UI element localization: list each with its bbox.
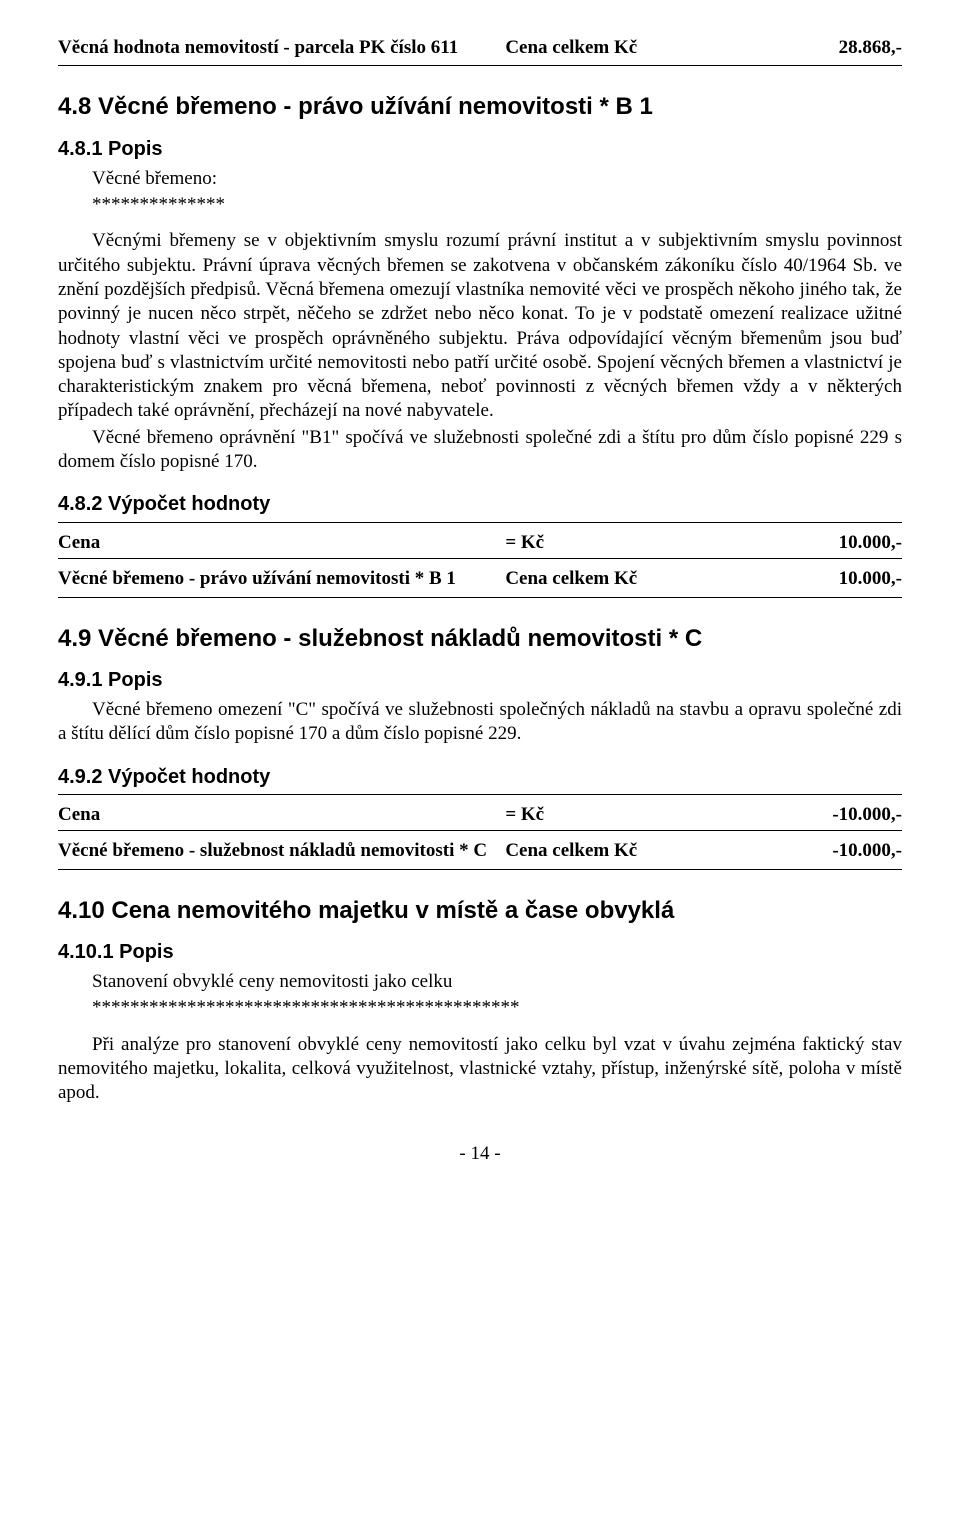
- divider: [58, 65, 902, 66]
- sec49-cena-val: -10.000,-: [733, 803, 902, 827]
- divider: [58, 869, 902, 870]
- sec49-cena-mid: = Kč: [505, 803, 733, 827]
- heading-4-8: 4.8 Věcné břemeno - právo užívání nemovi…: [58, 92, 902, 123]
- sec49-total-label: Věcné břemeno - služebnost nákladů nemov…: [58, 839, 505, 863]
- sec49-total-mid: Cena celkem Kč: [505, 839, 733, 863]
- row-sec49-total: Věcné břemeno - služebnost nákladů nemov…: [58, 839, 902, 863]
- heading-4-8-1: 4.8.1 Popis: [58, 137, 902, 163]
- heading-4-10: 4.10 Cena nemovitého majetku v místě a č…: [58, 896, 902, 927]
- sec49-cena-label: Cena: [58, 803, 505, 827]
- sec47-val: 28.868,-: [733, 36, 902, 60]
- sec48-popis-label: Věcné břemeno:: [58, 167, 902, 191]
- sec47-label: Věcná hodnota nemovitostí - parcela PK č…: [58, 36, 505, 60]
- sec410-asterisks: ****************************************…: [92, 996, 902, 1020]
- sec48-para2: Věcné břemeno oprávnění "B1" spočívá ve …: [58, 426, 902, 475]
- heading-4-9-2: 4.9.2 Výpočet hodnoty: [58, 765, 902, 791]
- sec410-para1: Při analýze pro stanovení obvyklé ceny n…: [58, 1033, 902, 1106]
- divider: [58, 830, 902, 831]
- sec48-cena-label: Cena: [58, 531, 505, 555]
- sec48-total-label: Věcné břemeno - právo užívání nemovitost…: [58, 567, 505, 591]
- sec48-asterisks: **************: [92, 193, 902, 217]
- divider: [58, 597, 902, 598]
- sec47-mid: Cena celkem Kč: [505, 36, 733, 60]
- spacer: [58, 1021, 902, 1033]
- page-number: - 14 -: [58, 1142, 902, 1166]
- sec410-popis-label: Stanovení obvyklé ceny nemovitosti jako …: [58, 970, 902, 994]
- row-sec47-total: Věcná hodnota nemovitostí - parcela PK č…: [58, 36, 902, 60]
- sec48-cena-mid: = Kč: [505, 531, 733, 555]
- row-sec48-cena: Cena = Kč 10.000,-: [58, 531, 902, 555]
- sec48-total-val: 10.000,-: [733, 567, 902, 591]
- sec48-total-mid: Cena celkem Kč: [505, 567, 733, 591]
- row-sec49-cena: Cena = Kč -10.000,-: [58, 803, 902, 827]
- sec49-total-val: -10.000,-: [733, 839, 902, 863]
- divider: [58, 522, 902, 523]
- heading-4-8-2: 4.8.2 Výpočet hodnoty: [58, 492, 902, 518]
- sec49-para1: Věcné břemeno omezení "C" spočívá ve slu…: [58, 698, 902, 747]
- divider: [58, 558, 902, 559]
- divider: [58, 794, 902, 795]
- sec48-cena-val: 10.000,-: [733, 531, 902, 555]
- heading-4-9: 4.9 Věcné břemeno - služebnost nákladů n…: [58, 624, 902, 655]
- sec48-para1: Věcnými břemeny se v objektivním smyslu …: [58, 229, 902, 424]
- heading-4-10-1: 4.10.1 Popis: [58, 940, 902, 966]
- row-sec48-total: Věcné břemeno - právo užívání nemovitost…: [58, 567, 902, 591]
- heading-4-9-1: 4.9.1 Popis: [58, 668, 902, 694]
- spacer: [58, 217, 902, 229]
